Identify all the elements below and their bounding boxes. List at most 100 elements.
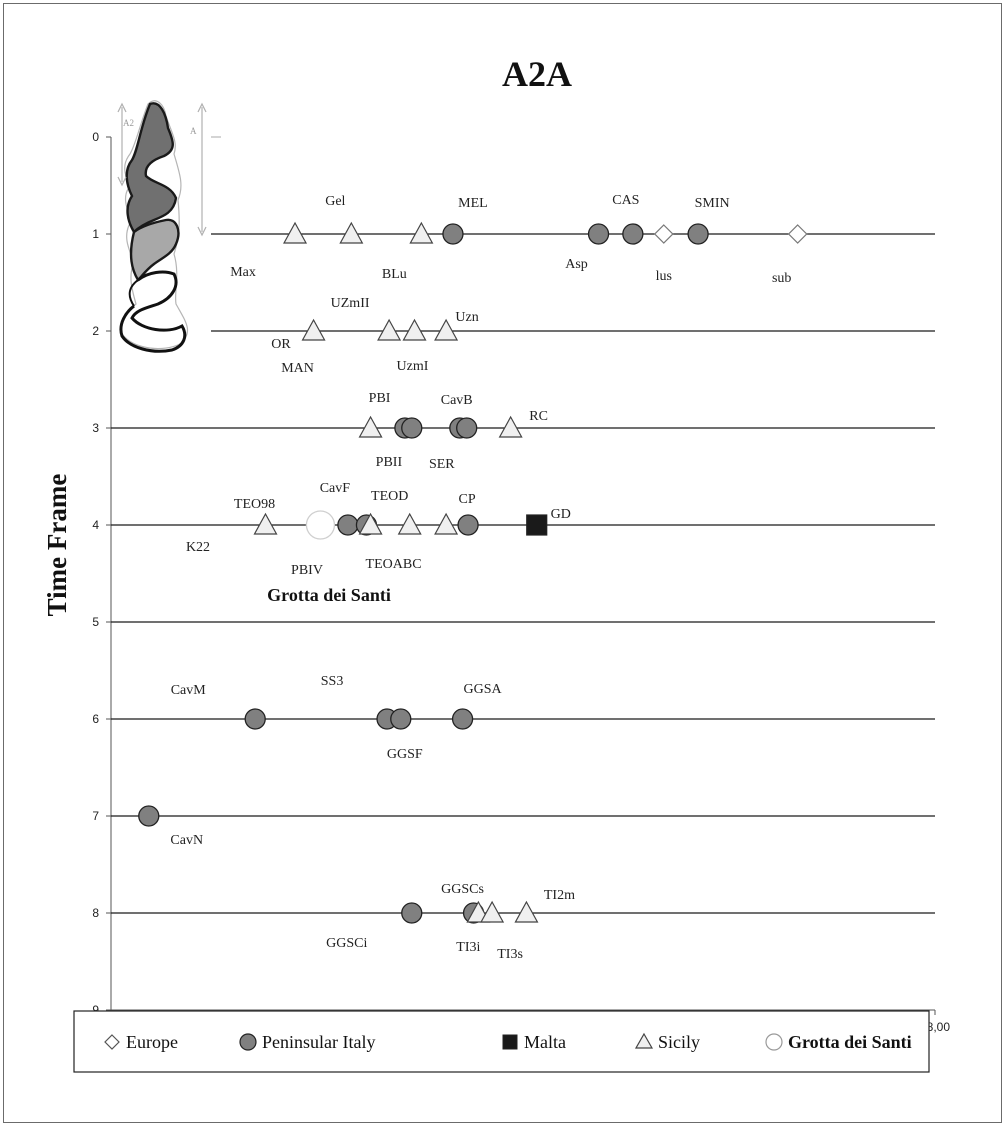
y-tick-label-7: 7 (92, 809, 99, 823)
y-tick-label-8: 8 (92, 906, 99, 920)
y-tick-label-6: 6 (92, 712, 99, 726)
y-tick-label-9: 9 (92, 1003, 99, 1017)
point-sicily-10 (358, 512, 383, 535)
label-pbi: PBI (369, 391, 391, 406)
label-ggscs: GGSCs (441, 882, 484, 897)
legend-marker-circle (765, 1033, 783, 1051)
legend-item-sicily: Sicily (634, 1032, 700, 1052)
legend-item-grotta-dei-santi: Grotta dei Santi (765, 1032, 912, 1052)
point-peninsular-italy-3 (687, 223, 709, 245)
label-uzn: Uzn (455, 310, 478, 325)
point-peninsular-italy-1 (587, 223, 610, 245)
point-sicily-6 (434, 318, 459, 341)
point-sicily-2 (409, 221, 434, 244)
point-sicily-8 (498, 415, 523, 438)
y-tick-label-2: 2 (92, 324, 99, 338)
label-cas: CAS (612, 193, 639, 208)
legend-marker-square (502, 1034, 518, 1050)
point-peninsular-italy-10 (457, 514, 479, 536)
y-tick-label-1: 1 (92, 227, 99, 241)
point-europe-0 (653, 224, 674, 244)
legend-label: Europe (126, 1032, 178, 1052)
label-cp: CP (459, 492, 476, 507)
label-cavn: CavN (170, 833, 203, 848)
annotation-or: OR (271, 337, 291, 352)
annotation-pbiv: PBIV (291, 563, 323, 578)
point-labels: lus sub MEL Asp CAS SMIN PBII SER CavB CavF CP CavM… (170, 193, 791, 962)
point-sicily-11 (397, 512, 422, 535)
point-sicily-4 (377, 318, 402, 341)
label-ss3: SS3 (321, 674, 344, 689)
point-peninsular-italy-14 (451, 708, 474, 730)
label-ser: SER (429, 457, 455, 472)
point-malta-0 (526, 514, 548, 536)
a2a-scatter-chart: A2A Time Frame A2 A 012345678956,0058,00… (42, 54, 950, 1073)
point-sicily-7 (358, 415, 383, 438)
label-teoabc: TEOABC (366, 557, 422, 572)
label-rc: RC (529, 409, 548, 424)
label-ggsci: GGSCi (326, 936, 367, 951)
label-blu: BLu (382, 267, 407, 282)
point-peninsular-italy-11 (244, 708, 266, 730)
legend: Europe Peninsular Italy Malta Sicily Grotta … (73, 1010, 930, 1073)
legend-item-malta: Malta (502, 1032, 566, 1052)
label-uzmi: UzmI (397, 359, 429, 374)
point-peninsular-italy-8 (337, 514, 359, 536)
legend-item-europe: Europe (104, 1032, 178, 1052)
label-asp: Asp (565, 257, 588, 272)
point-sicily-0 (283, 221, 308, 244)
legend-marker-triangle (634, 1032, 654, 1049)
point-peninsular-italy-5 (401, 417, 423, 439)
legend-item-peninsular-italy: Peninsular Italy (239, 1032, 375, 1052)
plot-axes: 012345678956,0058,0060,0062,0064,0066,00… (92, 130, 950, 1034)
label-teo98: TEO98 (234, 497, 275, 512)
label-smin: SMIN (695, 196, 730, 211)
legend-marker-diamond (104, 1034, 120, 1050)
inset-label-a2: A2 (123, 118, 134, 128)
point-peninsular-italy-13 (390, 708, 412, 730)
tooth-inset-icon: A2 A (117, 100, 207, 353)
point-sicily-14 (480, 900, 505, 923)
label-grotta-dei-santi: Grotta dei Santi (267, 585, 391, 605)
inset-label-a: A (190, 126, 197, 136)
legend-marker-circle (239, 1033, 257, 1051)
label-cavb: CavB (441, 393, 473, 408)
point-peninsular-italy-2 (622, 223, 644, 245)
legend-label: Malta (524, 1032, 566, 1052)
point-peninsular-italy-16 (401, 902, 423, 924)
label-mel: MEL (458, 196, 488, 211)
legend-label: Grotta dei Santi (788, 1032, 912, 1052)
legend-label: Peninsular Italy (262, 1032, 375, 1052)
label-man: MAN (281, 361, 314, 376)
label-gel: Gel (325, 194, 345, 209)
label-max: Max (230, 265, 256, 280)
label-ggsa: GGSA (464, 682, 503, 697)
label-lus: lus (656, 269, 672, 284)
figure-frame: A2A Time Frame A2 A 012345678956,0058,00… (3, 3, 1002, 1123)
label-sub: sub (772, 271, 791, 286)
point-sicily-3 (301, 318, 326, 341)
annotation-k22: K22 (186, 540, 210, 555)
y-axis-title: Time Frame (42, 474, 72, 617)
point-grotta-dei-santi-0 (305, 510, 336, 540)
label-pbii: PBII (376, 455, 403, 470)
label-ti2m: TI2m (544, 888, 575, 903)
data-points (138, 221, 808, 924)
label-ti3i: TI3i (456, 940, 480, 955)
label-ti3s: TI3s (497, 947, 523, 962)
label-uzmii: UZmII (331, 296, 370, 311)
label-teod: TEOD (371, 489, 408, 504)
point-europe-1 (787, 224, 808, 244)
point-peninsular-italy-7 (456, 417, 478, 439)
point-peninsular-italy-0 (442, 223, 464, 245)
chart-title: A2A (502, 54, 572, 94)
y-tick-label-3: 3 (92, 421, 99, 435)
point-sicily-5 (402, 318, 427, 341)
point-sicily-15 (514, 900, 539, 923)
y-tick-label-4: 4 (92, 518, 99, 532)
y-tick-label-5: 5 (92, 615, 99, 629)
label-cavm: CavM (171, 683, 207, 698)
label-cavf: CavF (320, 481, 351, 496)
point-sicily-9 (253, 512, 278, 535)
point-peninsular-italy-15 (138, 805, 160, 827)
